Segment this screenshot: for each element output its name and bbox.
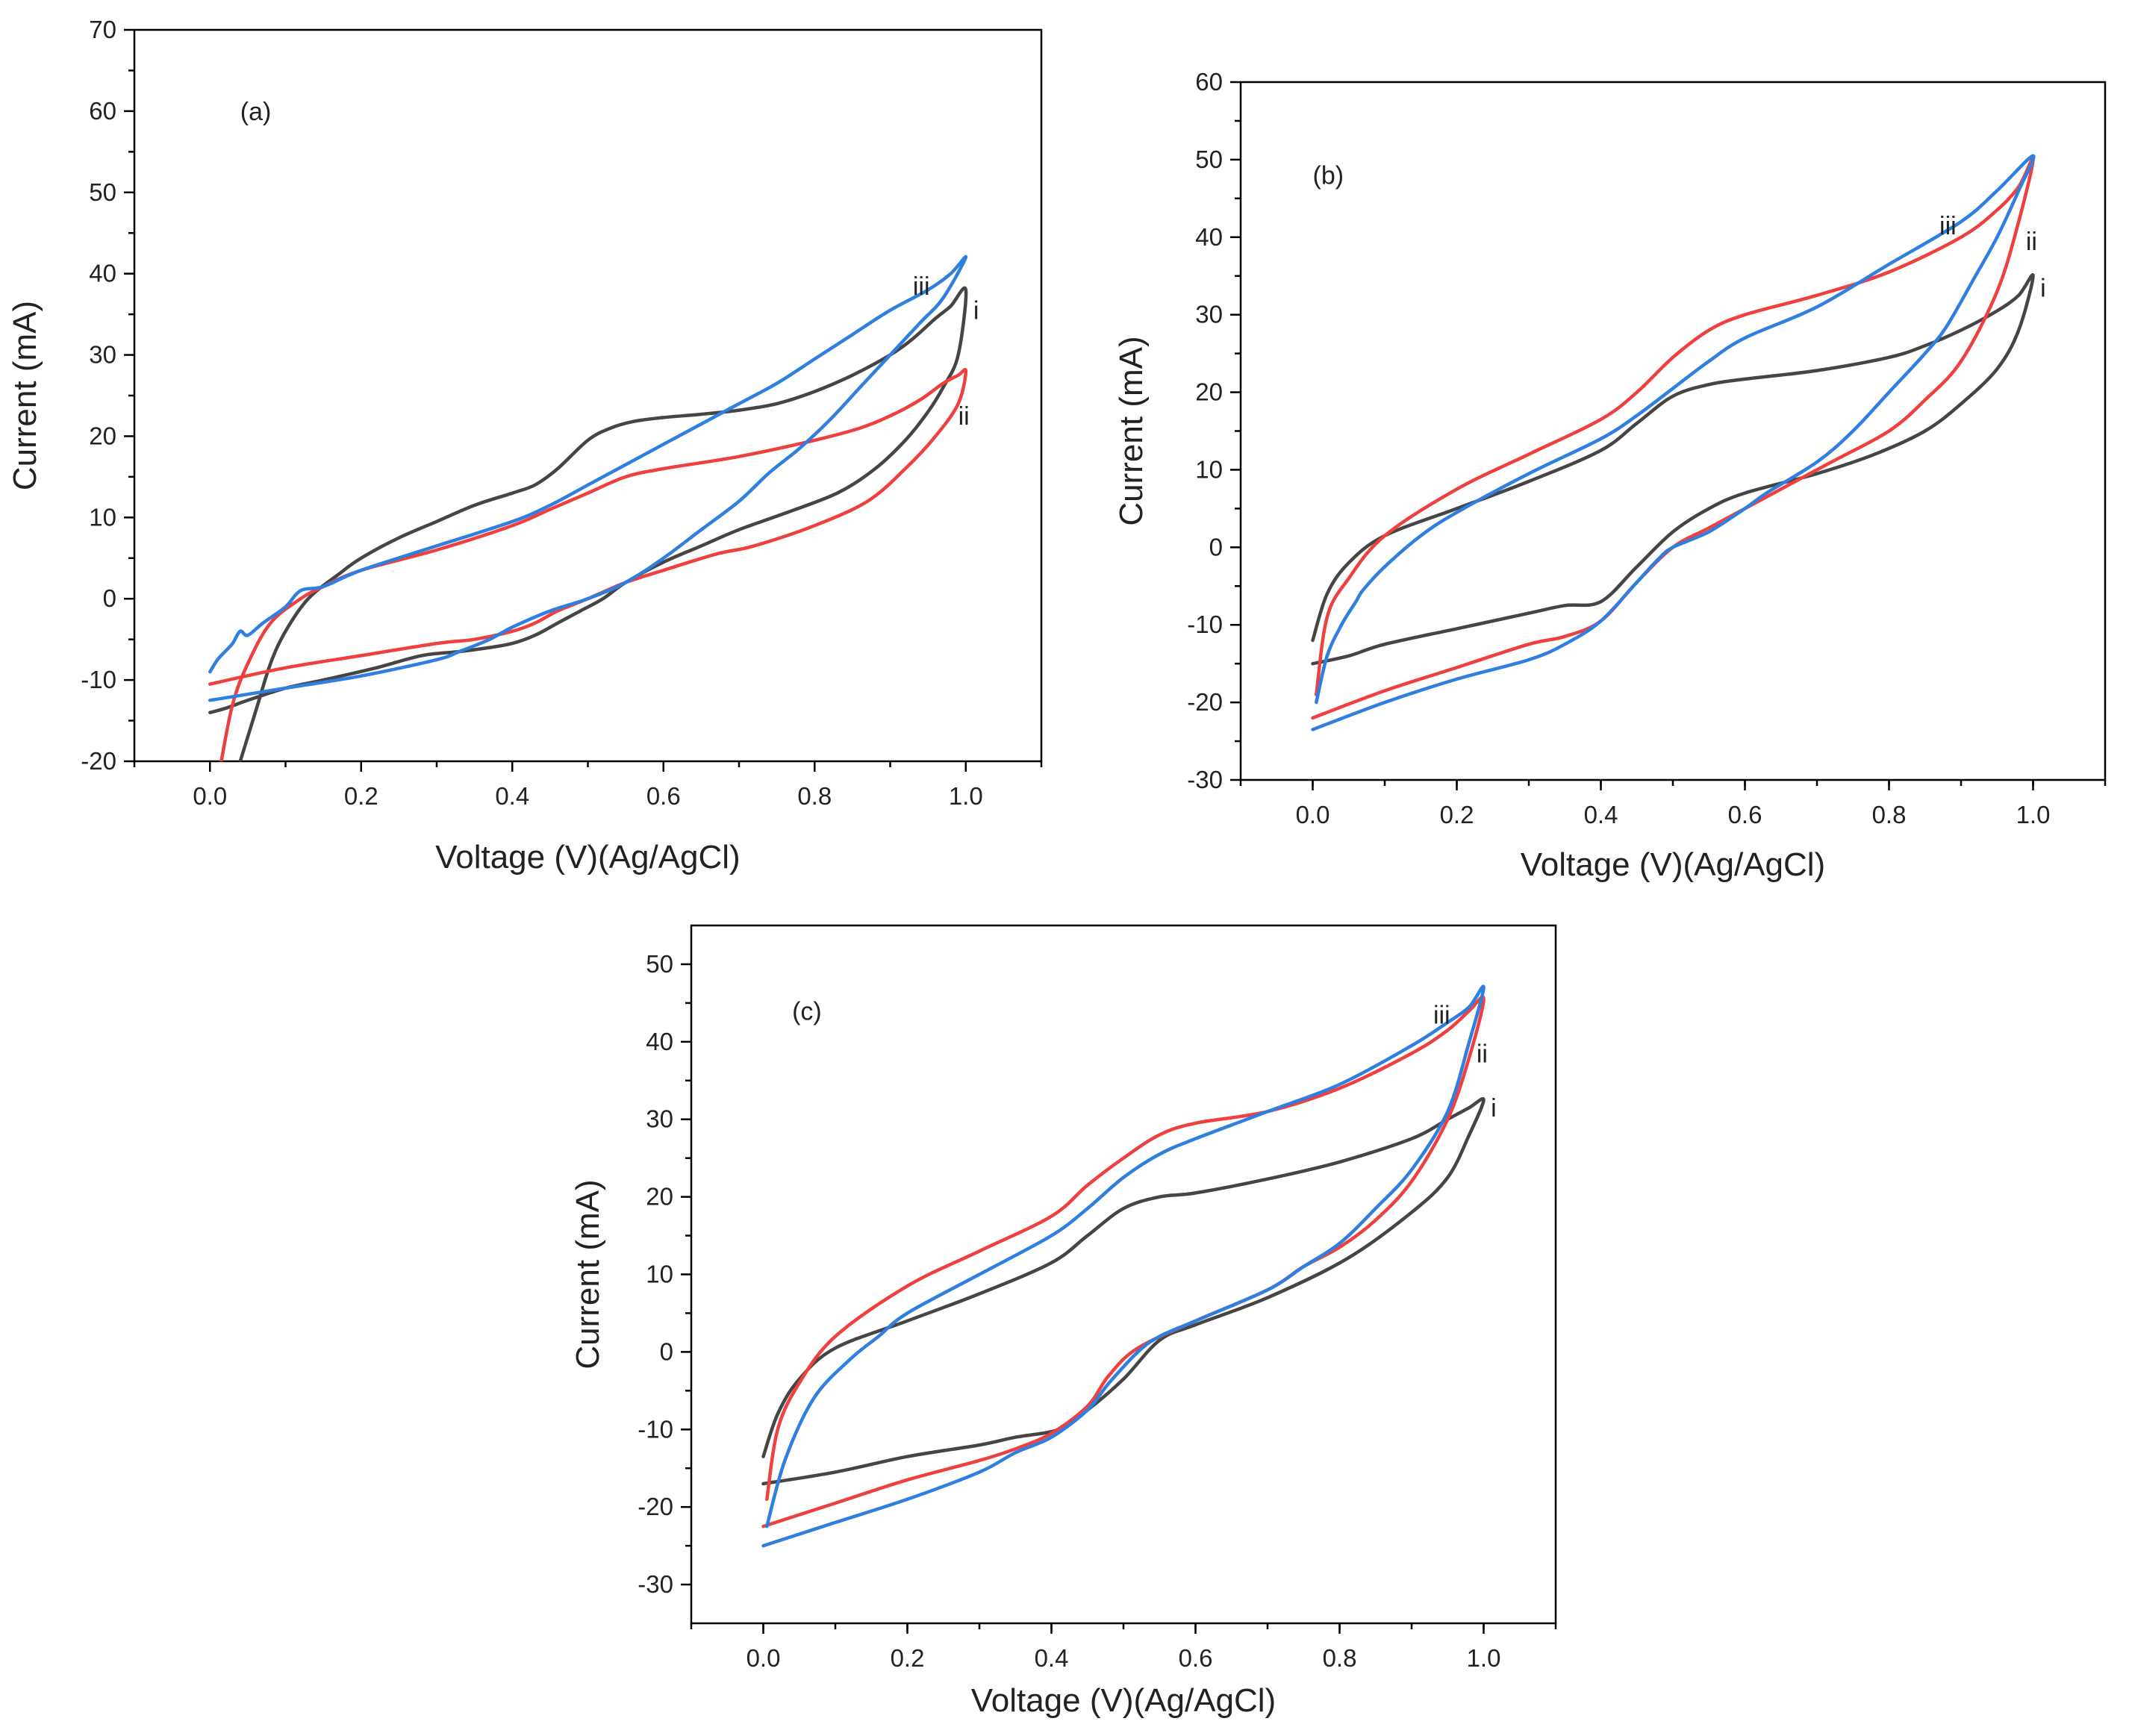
y-tick-label: 0: [103, 584, 116, 612]
chart-panel-b: -30 -20 -10 0 10 20 30 40 50 60 0.0 0.2 0.4 0.6 0.8 1.0…: [1105, 45, 2129, 918]
series-label-ii: ii: [2026, 228, 2037, 256]
y-tick-label: -10: [1187, 611, 1223, 638]
series-line-i: [1311, 273, 2035, 666]
y-tick-label: -30: [1187, 766, 1223, 793]
y-tick-label: 60: [89, 97, 116, 125]
x-tick-label: 0.4: [495, 782, 529, 810]
x-tick-label: 0.2: [891, 1644, 925, 1672]
chart-b-svg: -30 -20 -10 0 10 20 30 40 50 60 0.0 0.2 0.4 0.6 0.8 1.0…: [1113, 68, 2107, 883]
y-tick-label: 50: [646, 950, 673, 978]
y-tick-label: -20: [81, 747, 116, 775]
x-tick-label: 1.0: [949, 782, 983, 810]
y-tick-label: 0: [1209, 533, 1223, 561]
chart-a-svg: -20 -10 0 10 20 30 40 50 60 70 0.0 0.2 0.4 0.6 0.8 1.0 V…: [7, 16, 1043, 875]
series-label-iii: iii: [1433, 1001, 1450, 1029]
y-tick-label: -10: [81, 666, 116, 693]
x-tick-label: 0.2: [1440, 801, 1474, 828]
y-tick-label: 40: [646, 1028, 673, 1055]
y-tick-label: 30: [89, 341, 116, 369]
x-axis-title: Voltage (V)(Ag/AgCl): [435, 839, 740, 875]
series-label-i: i: [973, 297, 979, 325]
series-label-iii: iii: [913, 272, 930, 301]
y-tick-label: 10: [89, 503, 116, 531]
x-tick-label: 0.8: [1323, 1644, 1357, 1672]
y-tick-label: 70: [89, 16, 116, 43]
series-line-iii: [761, 984, 1486, 1548]
x-tick-label: 0.0: [1296, 801, 1330, 828]
y-tick-label: 30: [646, 1105, 673, 1133]
y-axis-title: Current (mA): [1113, 336, 1150, 525]
series-line-ii: [208, 367, 968, 761]
y-tick-label: 50: [89, 178, 116, 206]
series-line-iii: [208, 255, 968, 702]
series-group: [208, 255, 968, 761]
y-tick-label: 40: [89, 260, 116, 287]
x-tick-label: 1.0: [1467, 1644, 1501, 1672]
chart-c-svg: -30 -20 -10 0 10 20 30 40 50 0.0 0.2 0.4 0.6 0.8 1.0 Vo…: [570, 924, 1557, 1719]
y-axis-title: Current (mA): [7, 301, 43, 490]
y-tick-label: 20: [646, 1183, 673, 1211]
series-group: [1311, 154, 2036, 731]
x-tick-label: 0.0: [193, 782, 227, 810]
y-axis-title: Current (mA): [570, 1179, 606, 1369]
x-tick-label: 1.0: [2016, 801, 2051, 828]
x-tick-label: 0.8: [1872, 801, 1907, 828]
plot-frame: [133, 28, 1043, 763]
plot-frame: [690, 924, 1557, 1625]
x-tick-label: 0.2: [344, 782, 378, 810]
x-axis-title: Voltage (V)(Ag/AgCl): [971, 1682, 1276, 1719]
chart-panel-a: -20 -10 0 10 20 30 40 50 60 70 0.0 0.2 0.4 0.6 0.8 1.0 V…: [0, 0, 1060, 896]
series-label-ii: ii: [958, 402, 970, 431]
y-tick-label: -20: [1187, 688, 1223, 716]
series-label-iii: iii: [1939, 212, 1957, 240]
x-tick-label: 0.0: [746, 1644, 781, 1672]
y-tick-label: 50: [1195, 146, 1223, 173]
y-tick-label: -10: [638, 1415, 673, 1443]
y-tick-label: -30: [638, 1570, 673, 1598]
y-tick-label: 20: [89, 422, 116, 449]
x-tick-label: 0.8: [797, 782, 832, 810]
y-tick-label: 10: [646, 1261, 673, 1288]
series-line-iii: [1311, 154, 2036, 731]
y-tick-label: 0: [660, 1337, 673, 1365]
series-line-ii: [761, 995, 1486, 1529]
plot-frame: [1239, 81, 2107, 781]
series-group: [761, 984, 1486, 1548]
x-tick-label: 0.6: [646, 782, 681, 810]
x-tick-label: 0.4: [1035, 1644, 1069, 1672]
y-tick-label: 60: [1195, 68, 1223, 96]
x-tick-label: 0.6: [1179, 1644, 1213, 1672]
y-tick-label: 30: [1195, 301, 1223, 328]
series-label-ii: ii: [1477, 1040, 1488, 1068]
x-tick-label: 0.4: [1584, 801, 1618, 828]
x-tick-label: 0.6: [1728, 801, 1762, 828]
panel-label: (c): [792, 997, 822, 1025]
y-tick-label: 20: [1195, 378, 1223, 406]
panel-label: (b): [1313, 162, 1344, 190]
x-axis-title: Voltage (V)(Ag/AgCl): [1521, 846, 1825, 883]
series-line-i: [208, 286, 968, 761]
series-label-i: i: [1491, 1094, 1497, 1123]
y-tick-label: -20: [638, 1493, 673, 1520]
chart-panel-c: -30 -20 -10 0 10 20 30 40 50 0.0 0.2 0.4 0.6 0.8 1.0 Vo…: [552, 896, 1597, 1736]
series-label-i: i: [2040, 274, 2046, 302]
panel-label: (a): [240, 98, 272, 126]
y-tick-label: 40: [1195, 223, 1223, 251]
y-tick-label: 10: [1195, 455, 1223, 483]
